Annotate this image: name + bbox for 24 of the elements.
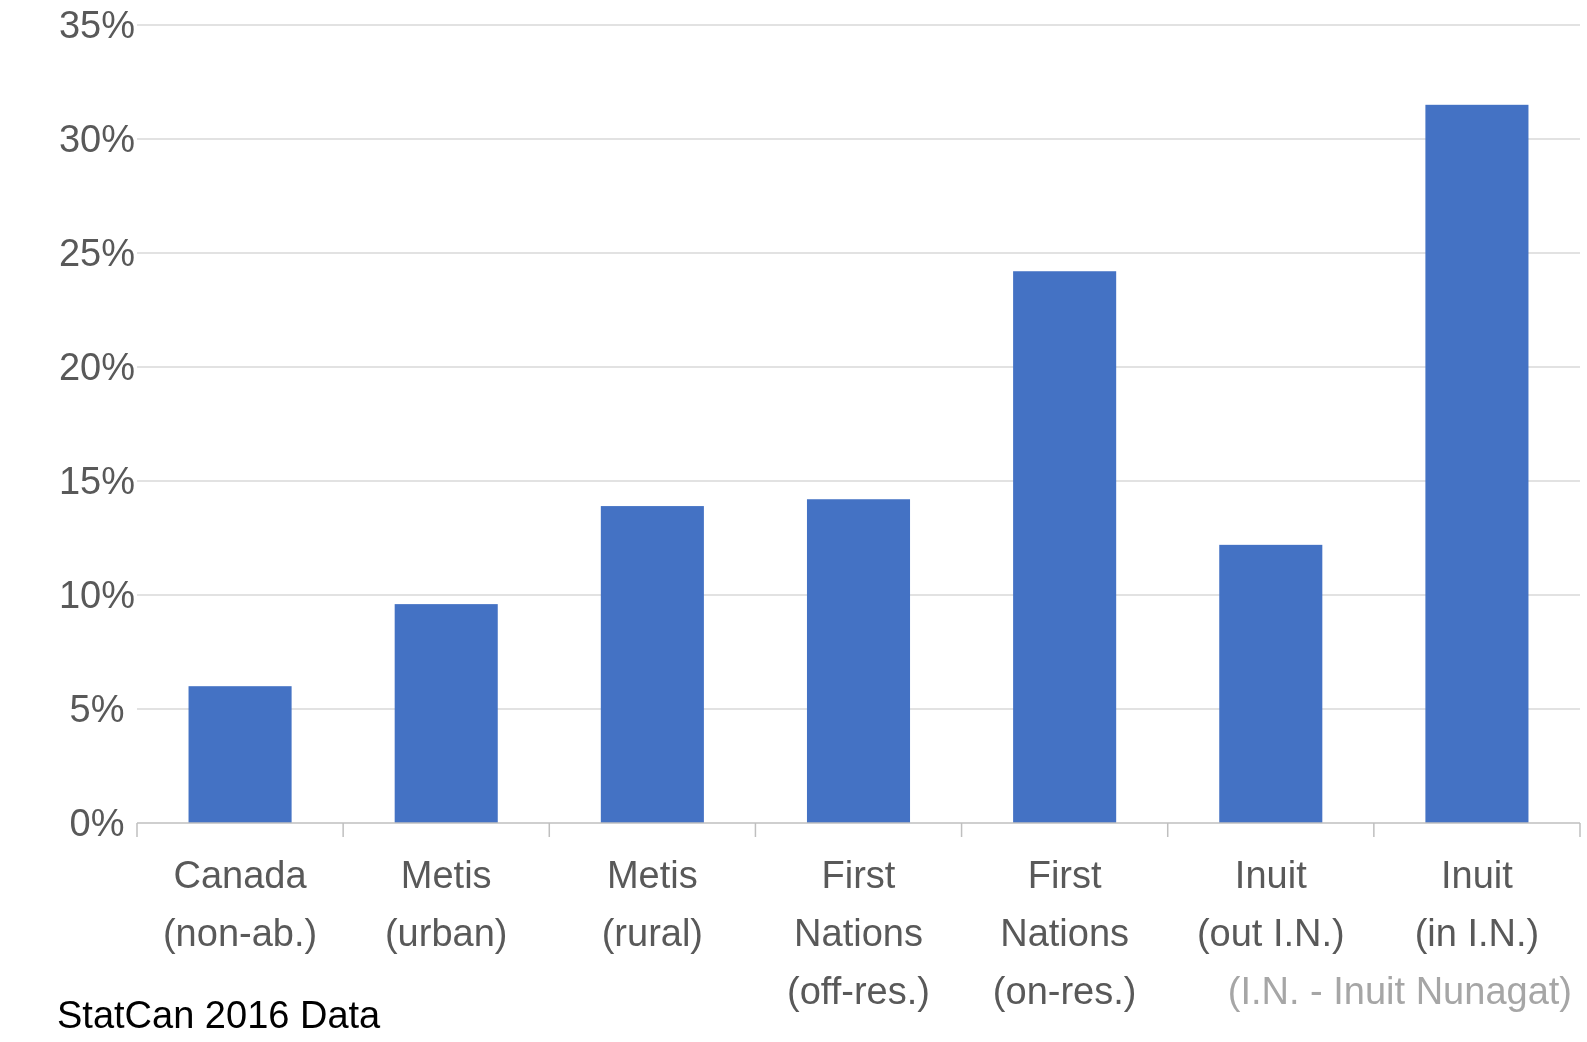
bar	[806, 499, 911, 823]
x-tick-label: Metis (rural)	[601, 854, 704, 954]
bar	[1425, 104, 1529, 823]
text: StatCan 2016 Data	[57, 994, 382, 1036]
x-tick-label: Inuit (in I.N.)	[1414, 854, 1540, 954]
y-tick-label: 15%	[58, 460, 136, 503]
text: (I.N. - Inuit Nunagat)	[1227, 970, 1572, 1012]
bar	[1013, 271, 1117, 823]
bar	[188, 686, 292, 823]
y-tick-label: 25%	[58, 232, 136, 275]
bar	[1219, 544, 1323, 823]
y-tick-label: 5%	[69, 688, 125, 731]
x-tick-label: Canada (non-ab.)	[162, 854, 318, 954]
x-tick-label: First Nations (on-res.)	[992, 854, 1137, 1012]
y-tick-label: 30%	[58, 118, 136, 161]
x-tick-label: Metis (urban)	[384, 854, 508, 954]
y-tick-label: 0%	[69, 802, 125, 845]
y-tick-label: 10%	[58, 574, 136, 617]
bar	[600, 506, 704, 823]
x-tick-label: Inuit (out I.N.)	[1196, 854, 1345, 954]
y-tick-label: 20%	[58, 346, 136, 389]
bar	[394, 604, 498, 823]
x-tick-label: First Nations (off-res.)	[787, 854, 930, 1012]
y-tick-label: 35%	[58, 4, 136, 47]
